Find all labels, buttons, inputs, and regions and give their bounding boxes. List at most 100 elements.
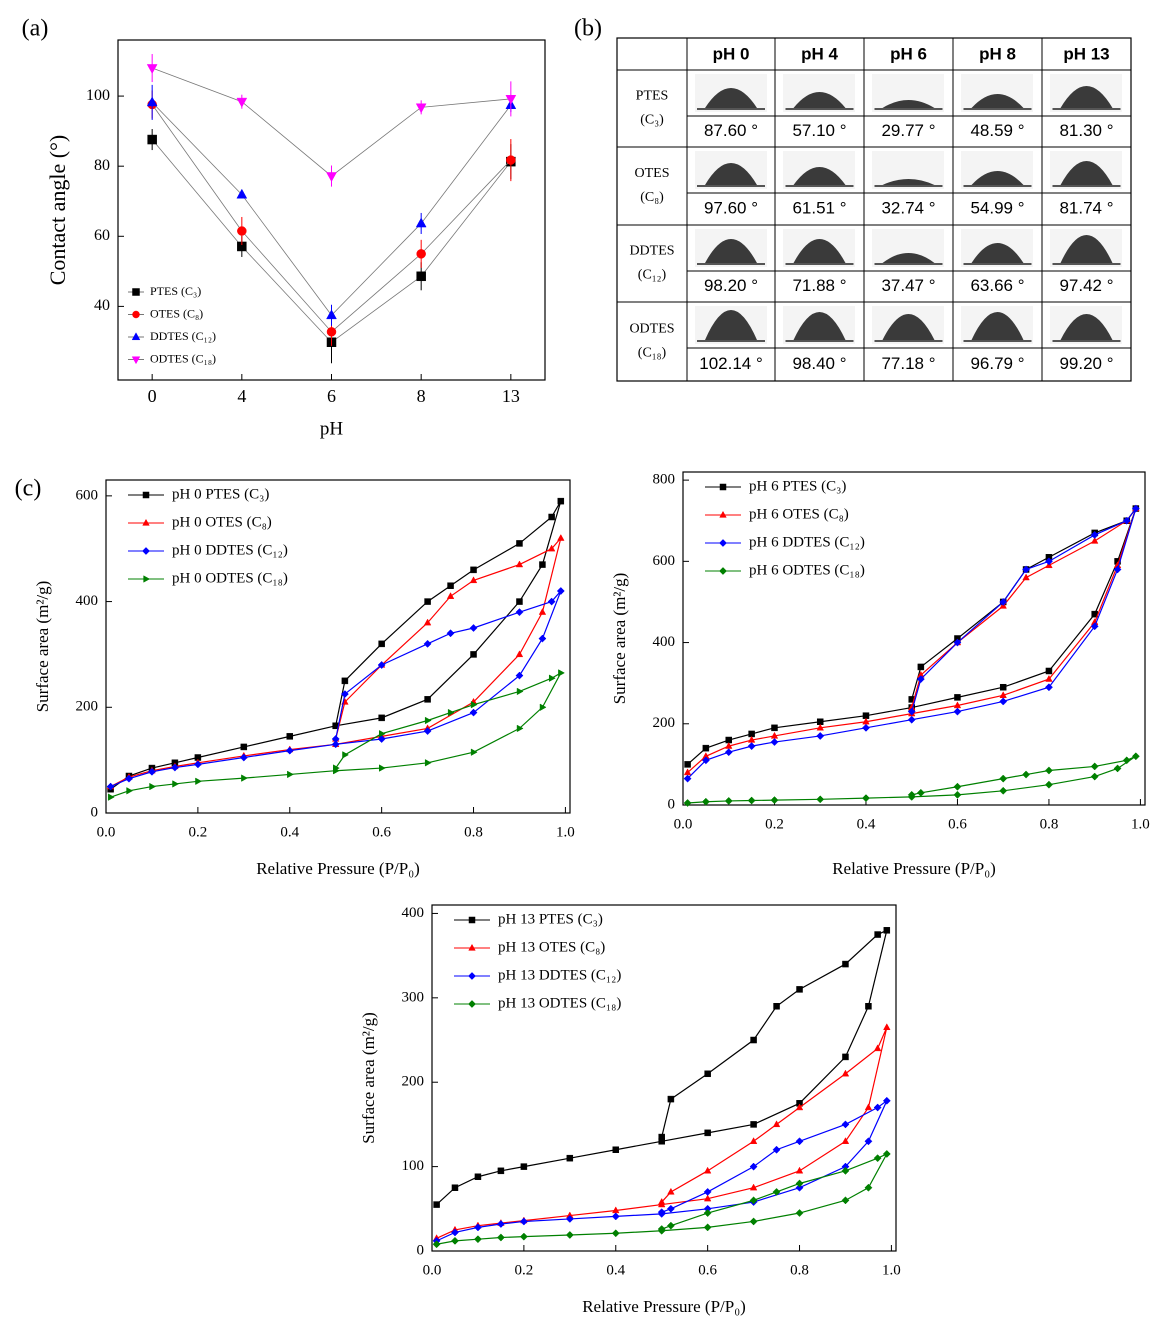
point <box>1045 674 1053 682</box>
table: pH 0 pH 4 pH 6 pH 8 pH 13 PTES (C₃) 87.60 ° 57.1… <box>616 37 1132 382</box>
point <box>547 544 556 552</box>
x-axis-label: Relative Pressure (P/P₀) <box>832 859 996 878</box>
contact-angle: 98.20 ° <box>704 276 758 295</box>
y-tick-label: 100 <box>86 87 110 104</box>
point <box>772 1187 781 1196</box>
droplet <box>1060 235 1113 263</box>
point <box>750 1036 757 1044</box>
contact-angle: 96.79 ° <box>970 354 1024 373</box>
point <box>795 1103 804 1111</box>
point <box>1022 770 1031 779</box>
point <box>999 683 1007 691</box>
point <box>451 1236 459 1245</box>
point <box>149 782 157 791</box>
point <box>864 1137 873 1146</box>
point <box>496 1220 505 1228</box>
y-tick-label: 0 <box>668 796 676 812</box>
y-tick-label: 400 <box>402 905 425 921</box>
point <box>862 723 870 732</box>
legend-label: pH 6 PTES (C₃) <box>749 478 846 494</box>
point <box>341 677 349 685</box>
legend-label: pH 6 ODTES (C₁₈) <box>749 562 865 578</box>
point <box>423 639 432 648</box>
droplet <box>793 312 846 340</box>
x-tick-label: 1.0 <box>882 1262 901 1278</box>
point <box>519 1232 528 1241</box>
point <box>1113 764 1122 773</box>
droplet <box>882 179 935 185</box>
point <box>565 1214 574 1223</box>
legend-label: pH 0 DDTES (C₁₂) <box>172 542 288 558</box>
point <box>132 310 140 319</box>
point <box>496 1233 505 1242</box>
point <box>170 763 179 772</box>
y-tick-label: 200 <box>653 715 676 731</box>
point <box>333 764 340 772</box>
series-line <box>436 929 888 1206</box>
column-header: pH 0 <box>713 44 750 63</box>
point <box>749 1196 758 1205</box>
point <box>470 651 477 658</box>
point <box>557 534 565 541</box>
point <box>515 560 524 568</box>
x-tick-label: 0.4 <box>606 1262 625 1278</box>
point <box>795 1166 804 1174</box>
point <box>750 1121 757 1128</box>
point <box>1122 516 1131 525</box>
x-tick-label: 0.6 <box>372 824 391 840</box>
contact-angle: 29.77 ° <box>881 121 935 140</box>
y-tick-label: 60 <box>94 227 110 244</box>
point <box>558 669 565 677</box>
point <box>701 797 710 806</box>
point <box>239 753 248 762</box>
point <box>702 744 710 752</box>
point <box>841 1196 850 1205</box>
point <box>147 134 157 145</box>
point <box>841 1120 850 1129</box>
point <box>416 249 426 259</box>
point <box>873 1154 882 1163</box>
point <box>719 510 727 518</box>
point <box>1113 565 1122 574</box>
point <box>916 675 925 684</box>
point <box>142 491 150 499</box>
point <box>953 782 962 791</box>
droplet <box>882 314 935 340</box>
point <box>106 782 115 791</box>
point <box>1090 530 1099 539</box>
row-sub: (C₁₂) <box>638 268 667 283</box>
point <box>683 774 692 783</box>
point <box>506 155 516 165</box>
point <box>1045 667 1053 675</box>
x-tick-label: 0.8 <box>1040 816 1059 832</box>
point <box>841 1166 850 1175</box>
panel-label: (b) <box>574 16 602 42</box>
legend-label: PTES (C₃) <box>150 284 201 298</box>
point <box>1090 622 1099 631</box>
point <box>143 575 151 583</box>
column-header: pH 4 <box>801 44 838 63</box>
point <box>547 597 556 606</box>
point <box>683 799 692 807</box>
point <box>684 761 691 768</box>
x-axis-label: Relative Pressure (P/P₀) <box>256 859 420 878</box>
point <box>907 790 916 799</box>
x-tick-label: 1.0 <box>1131 816 1150 832</box>
y-axis-label: Contact angle (°) <box>45 135 70 286</box>
point <box>999 774 1008 783</box>
point <box>146 64 158 74</box>
point <box>516 687 524 696</box>
contact-angle: 97.60 ° <box>704 198 758 217</box>
point <box>1044 766 1053 775</box>
point <box>724 796 733 805</box>
point <box>864 1183 873 1192</box>
point <box>795 1179 804 1188</box>
point <box>473 1235 482 1244</box>
point <box>771 724 778 732</box>
y-tick-label: 800 <box>653 472 676 488</box>
legend-label: OTES (C₈) <box>150 306 203 320</box>
point <box>1044 780 1053 789</box>
point <box>611 1229 620 1238</box>
row-sub: (C₁₈) <box>638 346 667 361</box>
x-tick-label: 0.8 <box>464 824 483 840</box>
